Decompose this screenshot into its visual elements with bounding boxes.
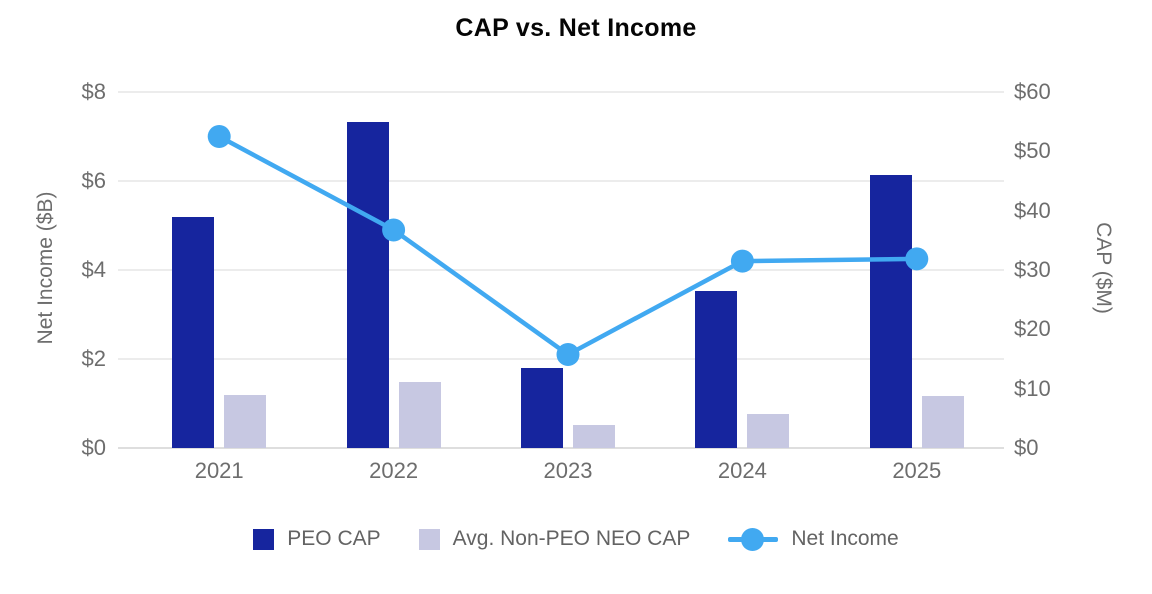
- right-axis-tick-label: $20: [1014, 316, 1051, 342]
- chart-title: CAP vs. Net Income: [455, 14, 697, 42]
- legend-label: Avg. Non-PEO NEO CAP: [452, 527, 691, 550]
- x-axis-label: 2021: [194, 458, 244, 483]
- bar-peo-cap-2025: [869, 175, 912, 448]
- legend-swatch-icon: [418, 528, 440, 550]
- legend-item-net-income: Net Income: [728, 527, 899, 551]
- legend: PEO CAP Avg. Non-PEO NEO CAP Net Income: [0, 527, 1152, 551]
- right-axis-tick-label: $30: [1014, 257, 1051, 282]
- right-axis-tick-label: $50: [1014, 138, 1051, 164]
- legend-line-dot-icon: [728, 527, 779, 551]
- gridline: [118, 91, 1004, 93]
- legend-swatch-icon: [253, 528, 275, 550]
- legend-item-avg-non-peo-neo-cap: Avg. Non-PEO NEO CAP: [418, 527, 691, 551]
- legend-label: Net Income: [791, 527, 899, 550]
- net-income-marker-2021: [207, 125, 231, 148]
- x-axis-line: [118, 447, 1004, 449]
- right-axis-tick-label: $10: [1014, 375, 1051, 401]
- bar-avg-non-peo-neo-cap-2023: [573, 425, 615, 448]
- net-income-line: [218, 134, 917, 357]
- right-axis-tick-label: $0: [1014, 435, 1039, 460]
- left-axis-tick-label: $2: [81, 346, 106, 371]
- bar-peo-cap-2024: [695, 290, 738, 448]
- bar-avg-non-peo-neo-cap-2025: [921, 395, 964, 448]
- left-axis-tick-label: $0: [81, 435, 106, 460]
- x-axis-label: 2023: [543, 458, 593, 483]
- legend-item-peo-cap: PEO CAP: [253, 527, 381, 551]
- x-axis-label: 2025: [892, 458, 942, 483]
- net-income-marker-2023: [556, 343, 580, 367]
- legend-label: PEO CAP: [287, 527, 381, 550]
- bar-peo-cap-2023: [521, 367, 563, 448]
- left-axis-tick-label: $8: [81, 79, 106, 104]
- right-axis-tick-label: $60: [1014, 79, 1051, 104]
- bar-avg-non-peo-neo-cap-2022: [398, 382, 441, 448]
- bar-peo-cap-2022: [346, 121, 389, 448]
- x-axis-label: 2024: [717, 458, 767, 483]
- bar-avg-non-peo-neo-cap-2024: [747, 413, 790, 448]
- right-axis-tick-label: $40: [1014, 197, 1051, 223]
- left-axis-tick-label: $6: [81, 168, 106, 193]
- bar-peo-cap-2021: [172, 216, 215, 448]
- x-axis-label: 2022: [369, 458, 419, 483]
- left-axis-tick-label: $4: [81, 257, 106, 282]
- bar-avg-non-peo-neo-cap-2021: [224, 394, 267, 448]
